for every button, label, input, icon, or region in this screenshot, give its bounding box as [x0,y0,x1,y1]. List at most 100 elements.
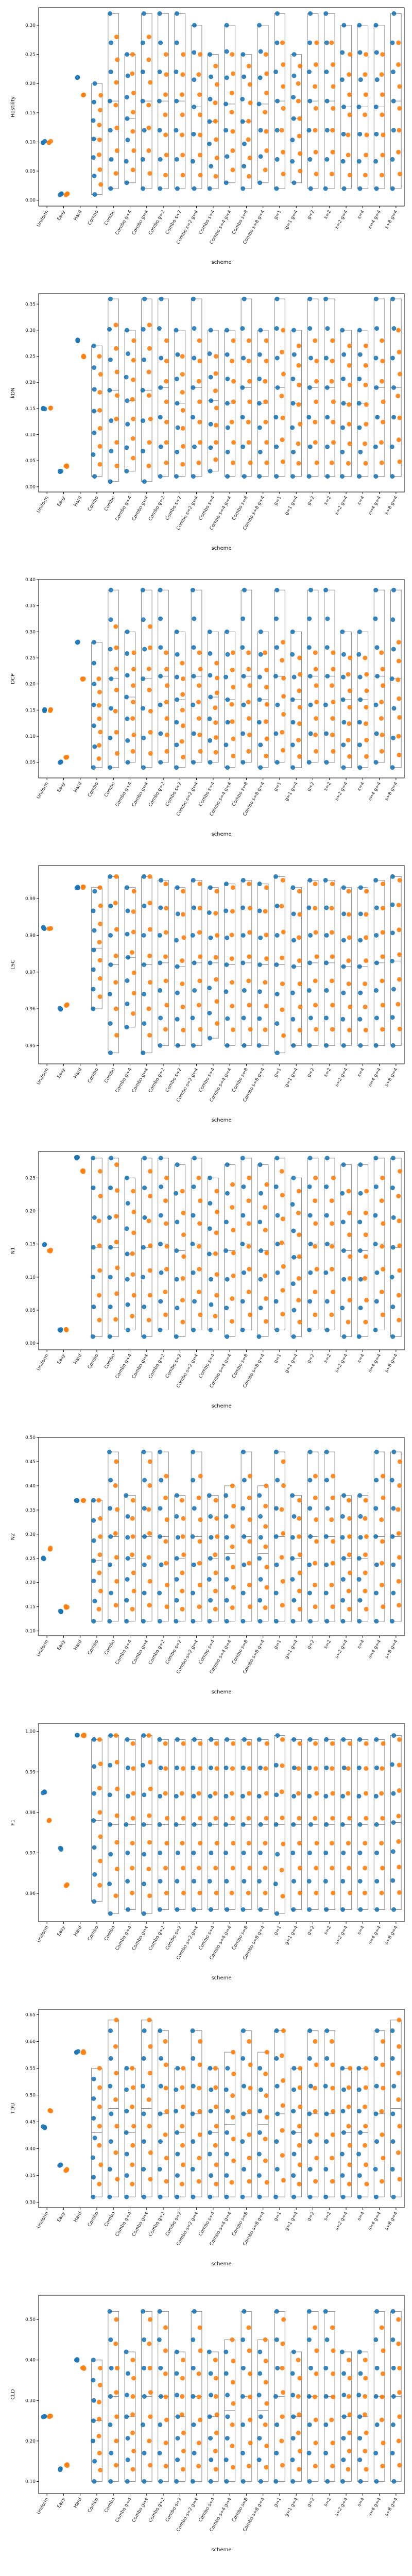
point-series-b [163,1495,168,1500]
point-series-b [313,2325,318,2330]
point-series-b [297,133,302,139]
point-series-a [192,2309,197,2314]
point-series-b [247,2039,252,2044]
point-series-a [324,905,329,910]
x-tick-label: Combo [87,2497,100,2514]
point-series-a [208,1822,213,1827]
point-series-b [147,2018,152,2023]
point-series-a [390,355,395,361]
point-series-a [357,1850,363,1855]
point-series-a [108,186,113,191]
point-series-a [324,1156,330,1161]
point-series-b [396,2150,401,2155]
x-tick-label: Combo s=4 [198,1353,216,1379]
point-series-b [397,1243,402,1248]
point-series-b [247,399,252,404]
point-series-a [358,938,363,943]
point-series-a [91,99,96,105]
point-series-b [297,1552,302,1557]
point-series-b [363,981,368,987]
point-series-a [108,903,113,908]
point-series-a [190,1590,195,1596]
point-series-a [374,2309,380,2314]
point-series-a [373,587,379,592]
point-series-a [307,157,313,162]
x-tick-label: s=4 [356,209,366,220]
point-series-a [291,1175,296,1180]
point-series-a [274,992,280,997]
point-series-a [390,902,395,907]
point-series-a [142,647,147,652]
point-series-a [192,988,197,993]
point-series-a [192,1878,197,1884]
point-series-a [142,296,147,301]
x-tick-label: g=1 g=4 [284,781,299,802]
point-series-b [213,1606,218,1612]
point-series-a [324,2056,330,2061]
point-series-b [146,1006,151,1011]
point-series-a [142,1534,147,1539]
point-series-a [92,173,97,178]
point-series-b [313,1561,318,1566]
point-series-a [324,1449,329,1454]
x-tick-label: Combo g=4 [115,495,133,522]
point-series-b [164,2156,169,2161]
point-series-b [364,2162,369,2167]
point-series-b [230,1524,235,1529]
point-series-b [181,52,186,57]
y-tick-label: 0.15 [25,406,36,412]
point-series-a [307,2422,312,2427]
point-series-b [264,1483,269,1488]
point-series-b [97,1810,102,1815]
point-series-b [231,753,236,758]
point-series-b [247,1495,252,1500]
y-tick-label: 1.00 [25,1730,36,1735]
point-series-a [223,1850,228,1855]
point-series-b [381,1221,386,1226]
point-series-b [198,1841,203,1846]
point-series-a [174,1191,179,1196]
point-series-b [397,2177,402,2182]
point-series-b [97,976,102,981]
point-series-a [291,1878,296,1884]
point-series-a [92,1215,97,1220]
point-series-a [391,326,397,331]
point-series-a [341,2087,347,2092]
point-series-b [380,1766,385,1771]
point-series-a [74,2358,79,2363]
point-series-a [159,1184,164,1189]
point-series-b [313,1221,318,1226]
point-series-b [397,1268,402,1273]
point-series-b [164,460,169,465]
point-series-a [208,673,213,678]
point-series-b [280,1579,285,1584]
point-series-b [230,2337,235,2342]
point-series-b [80,677,85,682]
point-series-b [148,624,153,629]
point-series-b [248,1027,253,1032]
point-series-b [163,1198,168,1204]
x-tick-label: Combo s=2 [165,1067,183,1094]
point-series-b [380,92,385,97]
point-series-a [374,731,379,736]
point-series-b [296,343,301,348]
point-series-b [197,716,202,721]
y-tick-label: 0.35 [25,2174,36,2179]
point-series-a [256,23,262,28]
point-series-b [331,2348,336,2353]
point-series-b [214,1741,219,1746]
point-series-a [75,338,80,344]
point-series-a [291,73,297,78]
point-series-a [109,1156,114,1161]
point-series-a [307,2056,312,2061]
point-series-a [374,2139,380,2144]
point-series-a [291,964,296,969]
point-series-a [256,1793,262,1799]
point-series-b [164,700,169,705]
point-series-b [163,52,168,57]
point-series-b [297,1232,302,1238]
point-series-b [313,732,318,737]
point-series-b [264,1565,269,1570]
point-series-a [340,697,346,702]
point-series-b [297,1588,302,1594]
